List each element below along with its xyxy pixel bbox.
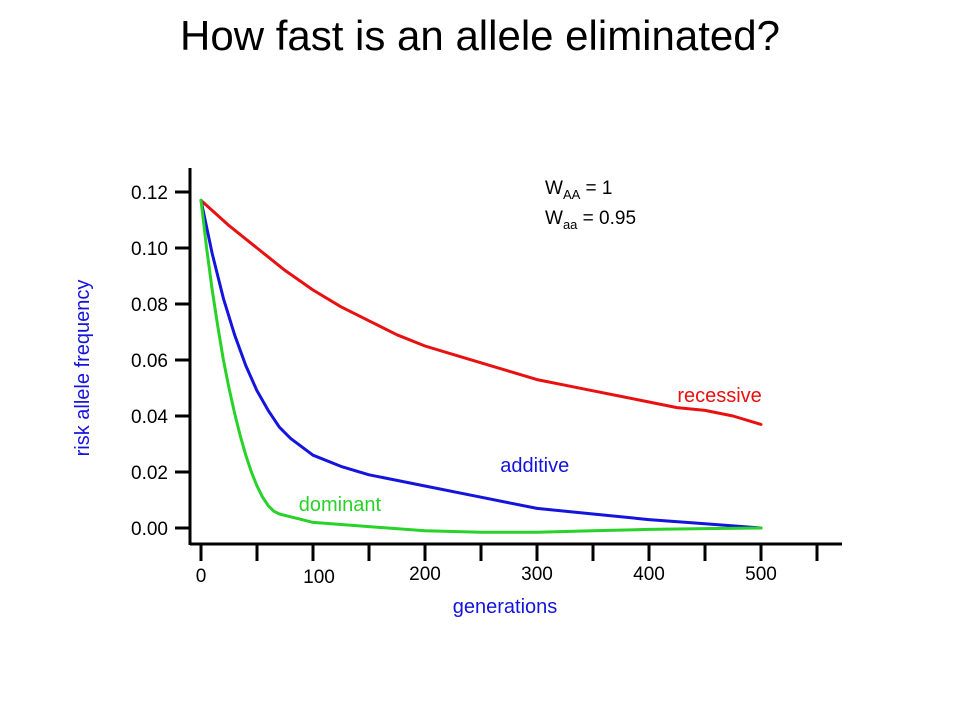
y-tick-label: 0.06 (131, 351, 168, 372)
y-tick-label: 0.12 (131, 183, 168, 204)
series-lines (199, 198, 763, 534)
x-tick-label: 400 (633, 564, 665, 585)
series-line-additive (199, 198, 763, 530)
annotation-line: Waa = 0.95 (545, 208, 636, 232)
x-tick-label: 0 (196, 566, 207, 587)
y-tick-label: 0.04 (131, 407, 168, 428)
series-line-recessive (199, 198, 763, 426)
y-tick-label: 0.00 (131, 519, 168, 540)
x-axis-label: generations (453, 596, 558, 618)
x-tick-label: 300 (521, 564, 553, 585)
y-tick-label: 0.10 (131, 239, 168, 260)
y-tick-label: 0.08 (131, 295, 168, 316)
series-label-recessive: recessive (677, 385, 761, 407)
series-label-additive: additive (500, 455, 569, 477)
axes: 0.00 0.02 0.04 0.06 0.08 0.10 0.12 0 100 200 300 40… (131, 168, 842, 588)
x-tick-label: 200 (409, 564, 441, 585)
series-labels: recessive additive dominant (299, 385, 762, 516)
series-label-dominant: dominant (299, 494, 382, 516)
fitness-annotation: WAA = 1 Waa = 0.95 (545, 178, 636, 232)
y-axis-label: risk allele frequency (72, 280, 94, 457)
annotation-line: WAA = 1 (545, 178, 613, 202)
series-line-dominant (199, 198, 763, 534)
x-tick-label: 100 (303, 567, 335, 588)
y-tick-label: 0.02 (131, 463, 168, 484)
x-tick-label: 500 (745, 564, 777, 585)
chart-title: How fast is an allele eliminated? (180, 12, 780, 59)
